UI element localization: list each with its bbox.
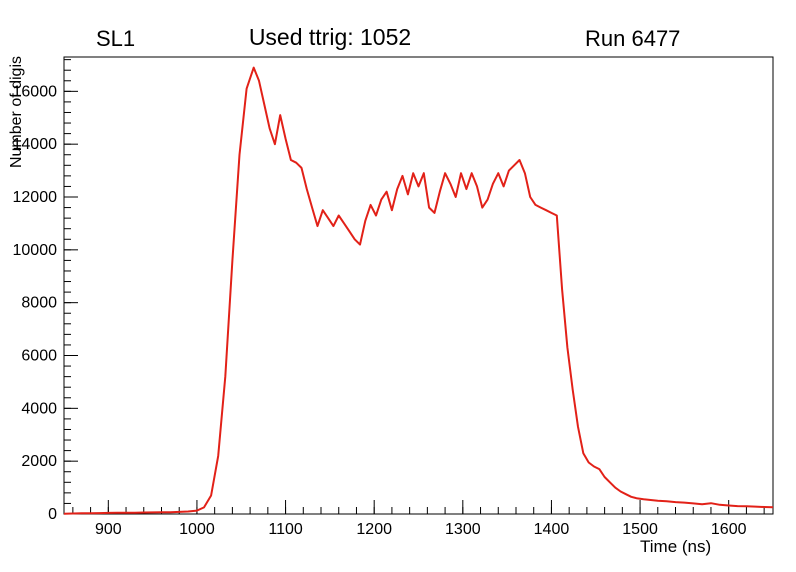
tick-labels: 900 1000 1100 1200 1300 1400 1500 1600020004000… [13, 83, 747, 538]
y-tick-label: 16000 [13, 83, 58, 100]
x-tick-label: 1200 [356, 521, 392, 538]
axis-ticks [64, 59, 765, 515]
x-tick-label: 1300 [445, 521, 481, 538]
y-tick-label: 12000 [13, 189, 58, 206]
chart-title-right: Run 6477 [585, 26, 681, 51]
x-tick-label: 1400 [534, 521, 570, 538]
x-tick-label: 1600 [711, 521, 747, 538]
y-tick-label: 4000 [21, 400, 57, 417]
y-tick-label: 8000 [21, 295, 57, 312]
chart-title-left: SL1 [96, 26, 136, 51]
y-tick-label: 14000 [13, 136, 58, 153]
chart-title-center: Used ttrig: 1052 [248, 24, 412, 50]
x-axis-title: Time (ns) [640, 537, 712, 556]
series-line-digis [63, 66, 774, 515]
x-tick-label: 1100 [268, 521, 303, 538]
y-tick-label: 6000 [21, 348, 57, 365]
y-tick-label: 0 [48, 506, 57, 523]
x-tick-label: 900 [95, 521, 122, 538]
y-tick-label: 10000 [13, 242, 58, 259]
y-tick-label: 2000 [21, 453, 57, 470]
x-tick-label: 1000 [179, 521, 215, 538]
plot-frame [63, 56, 774, 515]
x-tick-label: 1500 [622, 521, 658, 538]
